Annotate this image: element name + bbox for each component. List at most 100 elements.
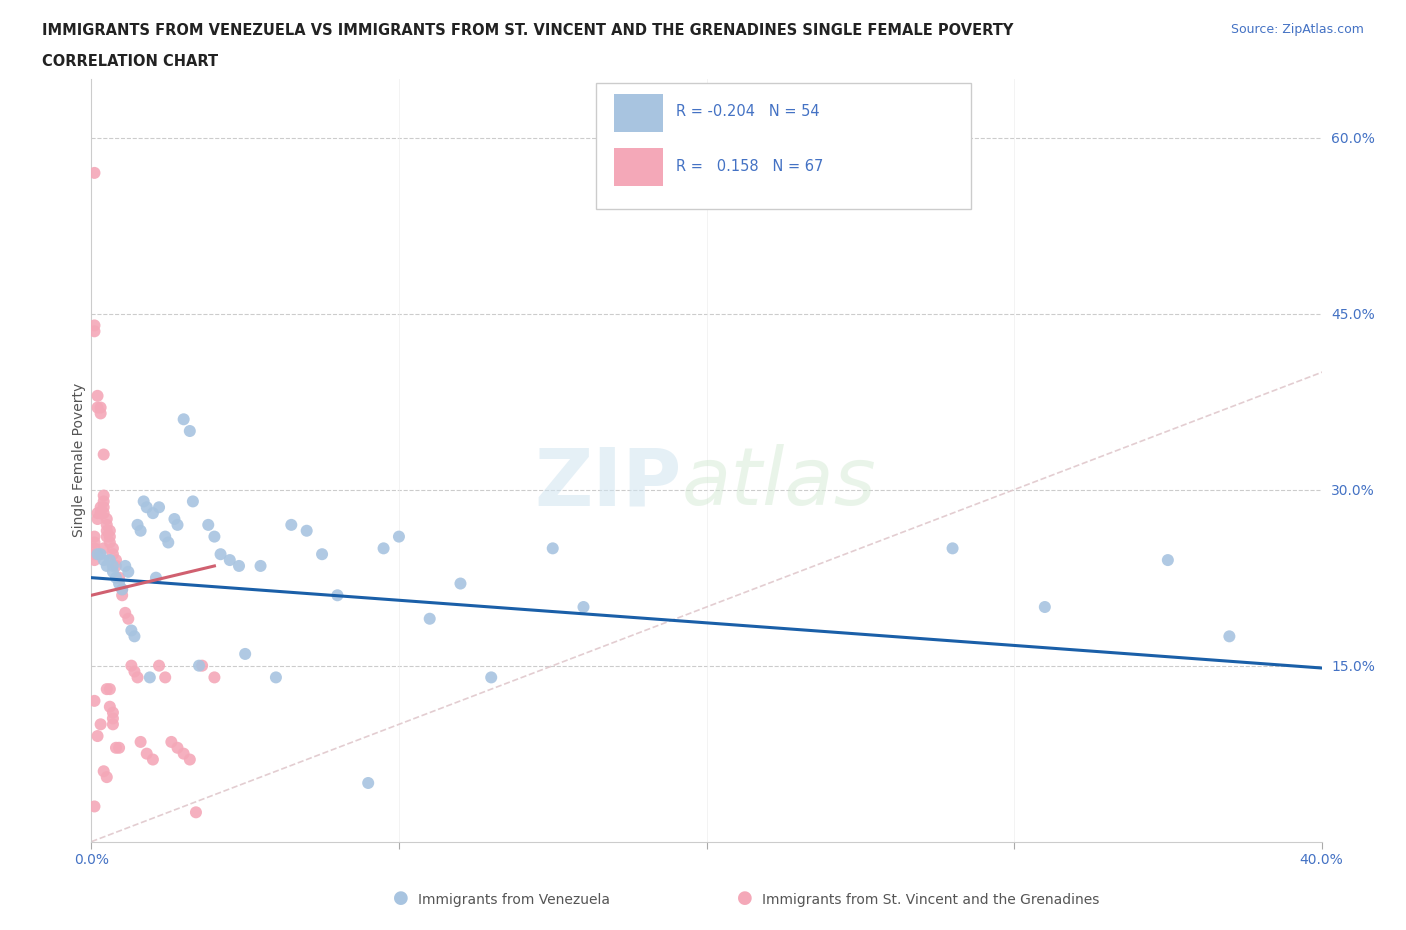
Point [135, 746, 157, 761]
Point [114, 559, 136, 574]
Point [111, 588, 134, 603]
Point [105, 570, 127, 585]
Point [98, 524, 121, 538]
Point [86, 389, 108, 404]
Point [166, 740, 188, 755]
Point [105, 740, 127, 755]
Point [139, 670, 162, 684]
Point [142, 752, 165, 767]
Point [93, 764, 115, 778]
Point [98, 529, 121, 544]
Point [101, 705, 124, 720]
Point [163, 512, 186, 526]
Point [83, 535, 105, 550]
Point [86, 728, 108, 743]
Point [83, 324, 105, 339]
Point [228, 559, 250, 574]
Point [86, 512, 108, 526]
Point [1218, 629, 1240, 644]
Point [202, 670, 225, 684]
Point [96, 517, 118, 532]
Point [83, 552, 105, 567]
Point [105, 552, 127, 567]
Point [101, 541, 124, 556]
Point [173, 412, 195, 427]
Point [148, 658, 170, 673]
Point [148, 499, 170, 514]
Point [90, 400, 112, 415]
Point [197, 517, 219, 532]
Point [173, 746, 195, 761]
Point [96, 529, 118, 544]
Point [145, 570, 167, 585]
Point [129, 524, 152, 538]
Point [101, 717, 124, 732]
Point [160, 735, 183, 750]
Point [83, 799, 105, 814]
Point [93, 447, 115, 462]
Point [388, 529, 411, 544]
Point [98, 682, 121, 697]
Point [86, 400, 108, 415]
Point [135, 499, 157, 514]
Point [83, 529, 105, 544]
Point [105, 559, 127, 574]
Text: ●: ● [392, 889, 409, 907]
Point [541, 541, 564, 556]
Point [114, 605, 136, 620]
Point [419, 611, 441, 626]
Point [83, 694, 105, 709]
Point [311, 547, 333, 562]
Point [111, 582, 134, 597]
Point [98, 552, 121, 567]
Point [142, 506, 165, 521]
Point [153, 670, 177, 684]
Point [202, 529, 225, 544]
Point [209, 547, 232, 562]
Point [96, 524, 118, 538]
Point [127, 670, 149, 684]
FancyBboxPatch shape [614, 148, 664, 186]
Point [479, 670, 502, 684]
Point [111, 582, 134, 597]
Text: ●: ● [737, 889, 754, 907]
Point [449, 576, 471, 591]
Point [101, 711, 124, 726]
Point [1033, 600, 1056, 615]
Text: Source: ZipAtlas.com: Source: ZipAtlas.com [1230, 23, 1364, 36]
Point [98, 535, 121, 550]
Point [101, 559, 124, 574]
Point [93, 552, 115, 567]
Point [93, 494, 115, 509]
Point [90, 506, 112, 521]
Point [181, 494, 204, 509]
Point [124, 664, 146, 679]
Point [108, 570, 131, 585]
Point [93, 499, 115, 514]
Point [1157, 552, 1180, 567]
Point [96, 512, 118, 526]
Point [90, 406, 112, 421]
Point [942, 541, 965, 556]
Point [264, 670, 287, 684]
Text: CORRELATION CHART: CORRELATION CHART [42, 54, 218, 69]
Point [83, 541, 105, 556]
Point [295, 524, 318, 538]
Point [83, 547, 105, 562]
Point [101, 565, 124, 579]
Point [93, 488, 115, 503]
Point [96, 559, 118, 574]
Point [127, 517, 149, 532]
Point [101, 547, 124, 562]
Point [132, 494, 155, 509]
Point [120, 623, 142, 638]
Text: R =   0.158   N = 67: R = 0.158 N = 67 [676, 159, 823, 174]
Point [86, 547, 108, 562]
Point [90, 547, 112, 562]
Text: Immigrants from Venezuela: Immigrants from Venezuela [418, 893, 610, 907]
Point [191, 658, 214, 673]
Point [117, 611, 139, 626]
Point [90, 717, 112, 732]
Point [153, 529, 177, 544]
Text: IMMIGRANTS FROM VENEZUELA VS IMMIGRANTS FROM ST. VINCENT AND THE GRENADINES SING: IMMIGRANTS FROM VENEZUELA VS IMMIGRANTS … [42, 23, 1014, 38]
